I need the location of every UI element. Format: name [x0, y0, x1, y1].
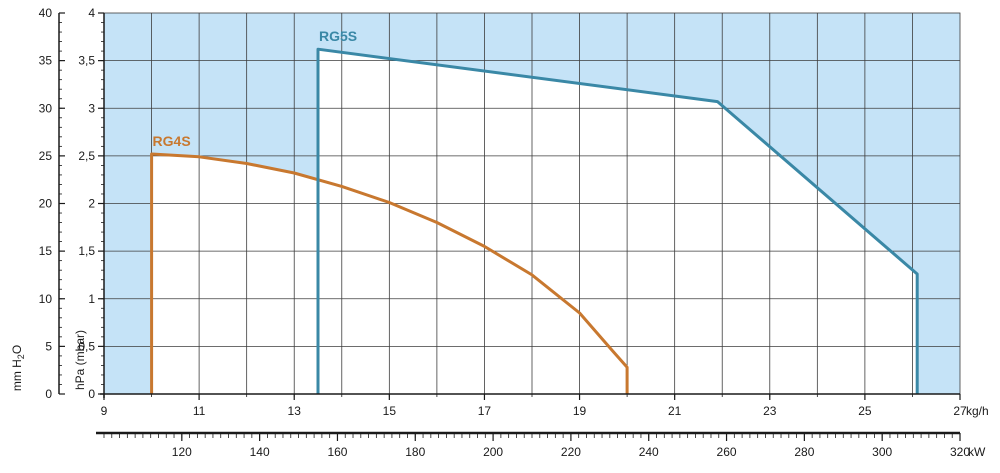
- x-tick-label-kw: 140: [250, 445, 270, 459]
- y-tick-label-mmh2o: 15: [39, 244, 53, 258]
- x-axis-unit-kgh: kg/h: [966, 404, 989, 418]
- y-tick-label-hpa: 1: [88, 292, 95, 306]
- x-tick-label-kgh: 23: [763, 404, 777, 418]
- y-tick-label-mmh2o: 40: [39, 6, 53, 20]
- x-tick-label-kgh: 21: [668, 404, 682, 418]
- x-tick-label-kw: 320: [950, 445, 970, 459]
- y-axis-title-mmh2o-main: mm H: [10, 359, 24, 391]
- y-tick-label-hpa: 3: [88, 101, 95, 115]
- x-tick-label-kw: 120: [172, 445, 192, 459]
- y-tick-label-mmh2o: 5: [45, 339, 52, 353]
- y-tick-label-hpa: 2: [88, 197, 95, 211]
- x-tick-label-kw: 180: [405, 445, 425, 459]
- y-axis-title-mmh2o-end: O: [10, 345, 24, 354]
- y-tick-label-mmh2o: 20: [39, 197, 53, 211]
- y-tick-label-mmh2o: 0: [45, 387, 52, 401]
- series-label-rg4s: RG4S: [153, 133, 191, 149]
- x-tick-label-kw: 200: [483, 445, 503, 459]
- y-tick-label-mmh2o: 30: [39, 101, 53, 115]
- y-axis-title-mmh2o: mm H2O: [10, 345, 26, 391]
- y-tick-label-hpa: 2,5: [78, 149, 95, 163]
- y-axis-title-hpa: hPa (mbar): [73, 330, 87, 390]
- y-tick-label-mmh2o: 35: [39, 54, 53, 68]
- y-tick-label-hpa: 3,5: [78, 54, 95, 68]
- y-tick-label-hpa: 4: [88, 6, 95, 20]
- y-tick-label-mmh2o: 10: [39, 292, 53, 306]
- x-tick-label-kgh: 15: [383, 404, 397, 418]
- y-tick-label-hpa: 0: [88, 387, 95, 401]
- series-label-rg5s: RG5S: [319, 28, 357, 44]
- working-field-rg5s: [318, 49, 918, 394]
- x-tick-label-kw: 240: [639, 445, 659, 459]
- x-tick-label-kw: 300: [872, 445, 892, 459]
- x-tick-label-kgh: 19: [573, 404, 587, 418]
- x-tick-label-kgh: 17: [478, 404, 492, 418]
- x-tick-label-kw: 160: [327, 445, 347, 459]
- y-tick-label-mmh2o: 25: [39, 149, 53, 163]
- x-tick-label-kgh: 9: [101, 404, 108, 418]
- x-tick-label-kw: 220: [561, 445, 581, 459]
- x-tick-label-kw: 280: [794, 445, 814, 459]
- x-axis-unit-kw: kW: [968, 445, 986, 459]
- x-tick-label-kgh: 25: [858, 404, 872, 418]
- y-axis-title-mmh2o-sub: 2: [16, 354, 26, 359]
- series-line-rg4s: [150, 152, 629, 394]
- x-tick-label-kgh: 13: [288, 404, 302, 418]
- x-tick-label-kgh: 27: [953, 404, 967, 418]
- x-tick-label-kgh: 11: [193, 404, 206, 418]
- x-tick-label-kw: 260: [717, 445, 737, 459]
- y-tick-label-hpa: 1,5: [78, 244, 95, 258]
- series-line-rg5s: [316, 47, 919, 394]
- y-tick-label-hpa: 0,5: [78, 339, 95, 353]
